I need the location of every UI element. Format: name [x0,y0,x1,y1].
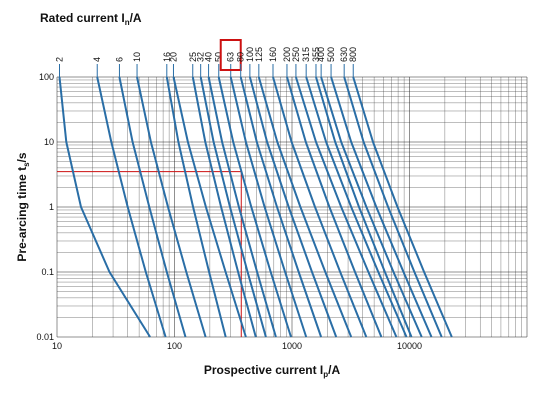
fuse-curve [118,76,187,338]
series-label: 160 [268,47,278,62]
x-tick-label: 10000 [397,341,422,351]
x-tick-label: 100 [167,341,182,351]
series-label: 400 [316,47,326,62]
y-axis-label: Pre-arcing time ts/s [15,152,31,261]
series-label: 20 [168,52,178,62]
fuse-curve [320,76,423,338]
series-label: 63 [226,52,236,62]
y-tick-label: 1 [49,202,54,212]
y-tick-label: 0.1 [41,267,54,277]
fuse-curve [305,76,408,338]
fuse-curve [199,76,267,338]
series-label: 4 [92,57,102,62]
series-label: 315 [301,47,311,62]
fuse-curve [352,76,453,338]
series-label: 10 [132,52,142,62]
x-tick-label: 10 [52,341,62,351]
fuse-curve [330,76,433,338]
x-tick-label: 1000 [282,341,302,351]
x-axis-label: Prospective current Ip/A [204,363,341,379]
series-label: 500 [326,47,336,62]
fuse-curve [315,76,413,338]
fuse-curve [207,76,277,338]
y-tick-label: 10 [44,137,54,147]
series-label: 200 [282,47,292,62]
fuse-curve [343,76,443,338]
fuse-curve [136,76,207,338]
fuse-curve [191,76,257,338]
series-label: 630 [339,47,349,62]
series-label: 125 [254,47,264,62]
series-label: 16 [162,52,172,62]
series-label: 80 [236,52,246,62]
fuse-curve [96,76,167,338]
chart-title: Rated current In/A [40,11,142,27]
fuse-curve [239,76,323,338]
fuse-curve [165,76,227,338]
fuse-curve [272,76,368,338]
fuse-curve [229,76,308,338]
series-label: 25 [188,52,198,62]
fuse-curve [248,76,338,338]
series-label: 32 [196,52,206,62]
fuse-curve [58,76,151,338]
fuse-curve [172,76,247,338]
series-label: 100 [245,47,255,62]
fuse-curve [217,76,292,338]
y-tick-label: 0.01 [36,332,54,342]
y-tick-label: 100 [39,72,54,82]
series-label: 800 [348,47,358,62]
fuse-curve [257,76,353,338]
series-label: 2 [54,57,64,62]
series-label: 250 [291,47,301,62]
series-label: 50 [214,52,224,62]
series-label: 355 [311,47,321,62]
highlight-box [219,39,242,71]
fuse-curve [286,76,383,338]
series-label: 6 [114,57,124,62]
series-label: 40 [204,52,214,62]
fuse-curve [294,76,398,338]
